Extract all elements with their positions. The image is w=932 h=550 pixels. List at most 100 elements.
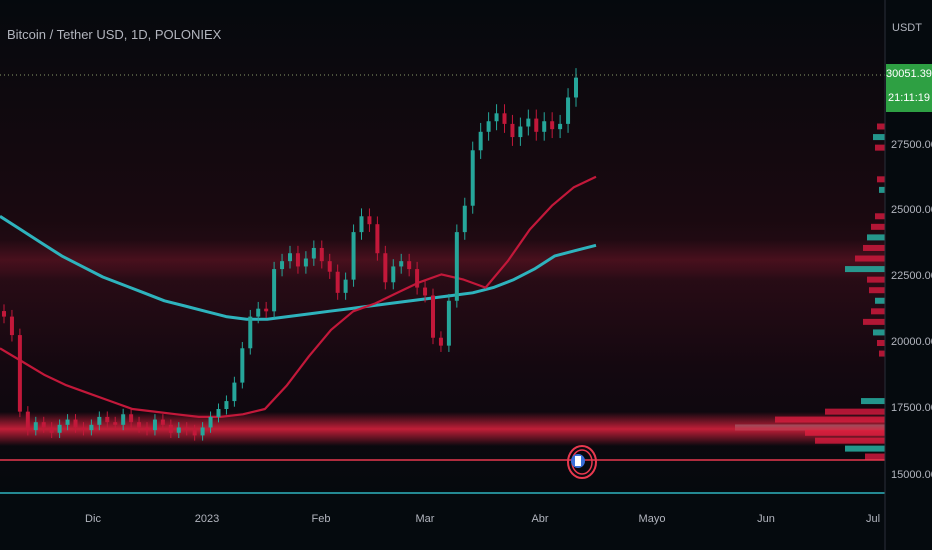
candle-body [216,409,221,417]
volume-profile-bar [871,223,885,230]
candle-body [335,271,340,293]
candle-body [550,121,555,130]
volume-profile-bar [877,123,885,130]
last-price-badge: 30051.39 [886,64,932,84]
volume-profile-bar [845,266,885,273]
candle-body [462,205,467,233]
time-tick: Jul [865,513,881,525]
candle-body [566,97,571,124]
price-unit[interactable]: USDT [892,22,922,34]
candle-body [192,430,197,436]
candle-body [311,247,316,259]
candle-body [359,216,364,233]
candlesticks [2,68,578,441]
volume-profile-bar [825,408,885,415]
candle-body [137,422,142,428]
candle-body [121,414,126,425]
candle-body [168,424,173,433]
candle-body [383,253,388,283]
candle-body [264,308,269,312]
volume-profile-bar [875,297,885,304]
candle-body [89,424,94,431]
time-tick: Feb [311,513,331,525]
candle-body [105,416,110,423]
price-tick: 17500.00 [891,402,932,414]
volume-profile-bar [879,186,885,193]
candle-body [280,261,285,270]
volume-profile-bar [863,244,885,251]
volume-profile-bar [875,144,885,151]
candle-body [81,427,86,431]
candle-body [113,422,118,425]
candle-body [423,287,428,296]
volume-profile-bar [867,234,885,241]
candle-body [256,308,261,317]
candle-body [2,311,6,317]
candle-body [375,224,380,254]
candle-body [558,123,563,130]
candle-body [526,118,531,127]
ma-line [0,175,597,418]
event-marker-icon[interactable] [567,445,597,479]
candle-body [470,150,475,206]
volume-profile-bar [873,329,885,336]
candle-body [49,427,54,433]
candle-body [57,424,62,433]
candle-body [288,253,292,262]
moving-average-short [0,175,597,418]
volume-profile-bar [871,308,885,315]
time-tick: Mar [415,513,435,525]
volume-profile-bar [865,453,885,460]
volume-profile-bar [869,287,885,294]
candle-body [399,261,404,267]
candle-body [272,269,277,312]
resistance-band [0,240,885,280]
candle-body [438,337,443,346]
volume-profile-bar [879,350,885,357]
candle-body [200,427,205,436]
candle-body [176,427,181,433]
bar-countdown-badge: 21:11:19 [886,84,932,112]
candle-body [295,253,300,267]
candle-body [145,427,149,431]
time-tick: Dic [85,513,101,525]
candle-body [232,382,237,402]
time-tick: Jun [757,513,775,525]
candle-body [391,266,396,283]
candle-body [25,411,30,431]
volume-profile-bar [861,398,885,405]
candle-body [454,232,459,301]
ma-line [0,215,597,321]
price-tick: 20000.00 [891,336,932,348]
candle-body [407,261,412,270]
candle-body [224,401,229,409]
candle-body [303,258,308,267]
candle-body [446,300,451,346]
candle-body [248,316,253,349]
candle-body [478,131,483,151]
candle-body [9,316,14,336]
price-tick: 22500.00 [891,270,932,282]
candle-body [327,261,332,272]
candle-body [574,77,578,98]
candle-body [184,427,189,431]
candle-body [542,121,547,132]
candle-body [510,123,515,138]
volume-profile-bar [873,134,885,141]
time-tick: 2023 [194,513,220,525]
candle-body [319,247,324,262]
candle-body [486,121,491,132]
candle-body [240,348,245,383]
volume-profile-bar [867,276,885,283]
candle-body [152,419,157,431]
volume-profile-bar [863,318,885,325]
candle-body [431,295,435,338]
candle-body [129,414,134,423]
candle-body [351,232,356,280]
candle-body [97,416,102,425]
price-tick: 27500.00 [891,139,932,151]
candle-body [33,422,38,431]
candle-body [343,279,348,293]
symbol-title[interactable]: Bitcoin / Tether USD, 1D, POLONIEX [7,27,222,42]
